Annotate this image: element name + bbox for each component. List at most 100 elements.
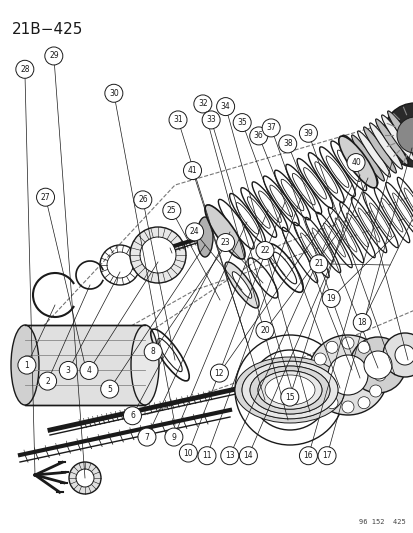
Circle shape: [216, 233, 234, 252]
Ellipse shape: [242, 361, 337, 419]
Ellipse shape: [369, 203, 390, 237]
Circle shape: [307, 335, 387, 415]
Circle shape: [280, 388, 298, 406]
Circle shape: [123, 407, 141, 425]
Circle shape: [352, 313, 370, 332]
Text: 19: 19: [325, 294, 335, 303]
Ellipse shape: [357, 131, 389, 177]
Text: 96 152  425: 96 152 425: [358, 519, 405, 525]
Text: 6: 6: [130, 411, 135, 420]
Circle shape: [369, 385, 381, 397]
Ellipse shape: [257, 371, 321, 409]
Circle shape: [179, 444, 197, 462]
Ellipse shape: [232, 272, 251, 298]
Text: 30: 30: [109, 89, 119, 98]
Ellipse shape: [387, 111, 413, 157]
Ellipse shape: [197, 217, 212, 257]
Text: 32: 32: [197, 100, 207, 108]
Circle shape: [394, 345, 413, 365]
Circle shape: [255, 321, 273, 340]
Text: 5: 5: [107, 385, 112, 393]
Ellipse shape: [300, 233, 322, 267]
Text: 9: 9: [171, 433, 176, 441]
Text: 12: 12: [214, 369, 223, 377]
Circle shape: [313, 353, 325, 365]
Ellipse shape: [311, 228, 333, 262]
Circle shape: [396, 117, 413, 153]
Circle shape: [76, 469, 94, 487]
Circle shape: [193, 95, 211, 113]
Circle shape: [325, 397, 337, 409]
Ellipse shape: [131, 325, 159, 405]
Text: 38: 38: [282, 140, 292, 148]
Ellipse shape: [348, 144, 370, 176]
Circle shape: [239, 447, 257, 465]
Text: 11: 11: [202, 451, 211, 460]
Text: 27: 27: [40, 193, 50, 201]
Circle shape: [249, 127, 267, 145]
Circle shape: [317, 447, 335, 465]
Text: 20: 20: [259, 326, 269, 335]
Text: 13: 13: [224, 451, 234, 460]
Text: 10: 10: [183, 449, 193, 457]
Circle shape: [18, 356, 36, 374]
Text: 3: 3: [66, 366, 71, 375]
Ellipse shape: [363, 127, 395, 173]
Text: 33: 33: [206, 116, 216, 124]
Ellipse shape: [273, 252, 296, 284]
Circle shape: [138, 428, 156, 446]
Ellipse shape: [264, 375, 314, 405]
Circle shape: [216, 98, 234, 116]
Ellipse shape: [249, 366, 329, 414]
Text: 18: 18: [357, 318, 366, 327]
Circle shape: [104, 84, 123, 102]
Ellipse shape: [257, 371, 321, 409]
Ellipse shape: [375, 119, 407, 165]
Circle shape: [261, 119, 280, 137]
Ellipse shape: [235, 203, 258, 234]
Text: 15: 15: [284, 393, 294, 401]
Circle shape: [299, 447, 317, 465]
Ellipse shape: [157, 338, 182, 372]
Circle shape: [313, 385, 325, 397]
Circle shape: [80, 361, 98, 379]
Text: 34: 34: [220, 102, 230, 111]
Ellipse shape: [224, 262, 259, 308]
Text: 7: 7: [144, 433, 149, 441]
Circle shape: [100, 380, 119, 398]
Ellipse shape: [338, 136, 376, 188]
Text: 39: 39: [303, 129, 313, 138]
Ellipse shape: [351, 135, 383, 181]
Ellipse shape: [314, 162, 337, 193]
Ellipse shape: [403, 188, 413, 222]
Text: 35: 35: [237, 118, 247, 127]
Ellipse shape: [269, 185, 292, 216]
Circle shape: [278, 135, 296, 153]
Ellipse shape: [323, 223, 344, 257]
Circle shape: [38, 372, 57, 390]
Circle shape: [382, 103, 413, 167]
Text: 25: 25: [166, 206, 176, 215]
Circle shape: [197, 447, 216, 465]
Text: 2: 2: [45, 377, 50, 385]
Text: 29: 29: [49, 52, 59, 60]
Text: 8: 8: [150, 348, 155, 356]
Ellipse shape: [303, 167, 325, 199]
Circle shape: [164, 428, 183, 446]
Ellipse shape: [369, 123, 401, 169]
Ellipse shape: [235, 357, 344, 423]
Ellipse shape: [346, 213, 368, 247]
Circle shape: [341, 337, 353, 349]
Circle shape: [357, 341, 369, 353]
Circle shape: [45, 47, 63, 65]
Text: 4: 4: [86, 366, 91, 375]
Text: 24: 24: [189, 228, 199, 236]
Text: 22: 22: [260, 246, 269, 255]
Circle shape: [144, 343, 162, 361]
Circle shape: [277, 378, 301, 402]
Text: 41: 41: [187, 166, 197, 175]
Ellipse shape: [249, 366, 329, 414]
Circle shape: [210, 364, 228, 382]
Circle shape: [255, 241, 273, 260]
Circle shape: [36, 188, 55, 206]
